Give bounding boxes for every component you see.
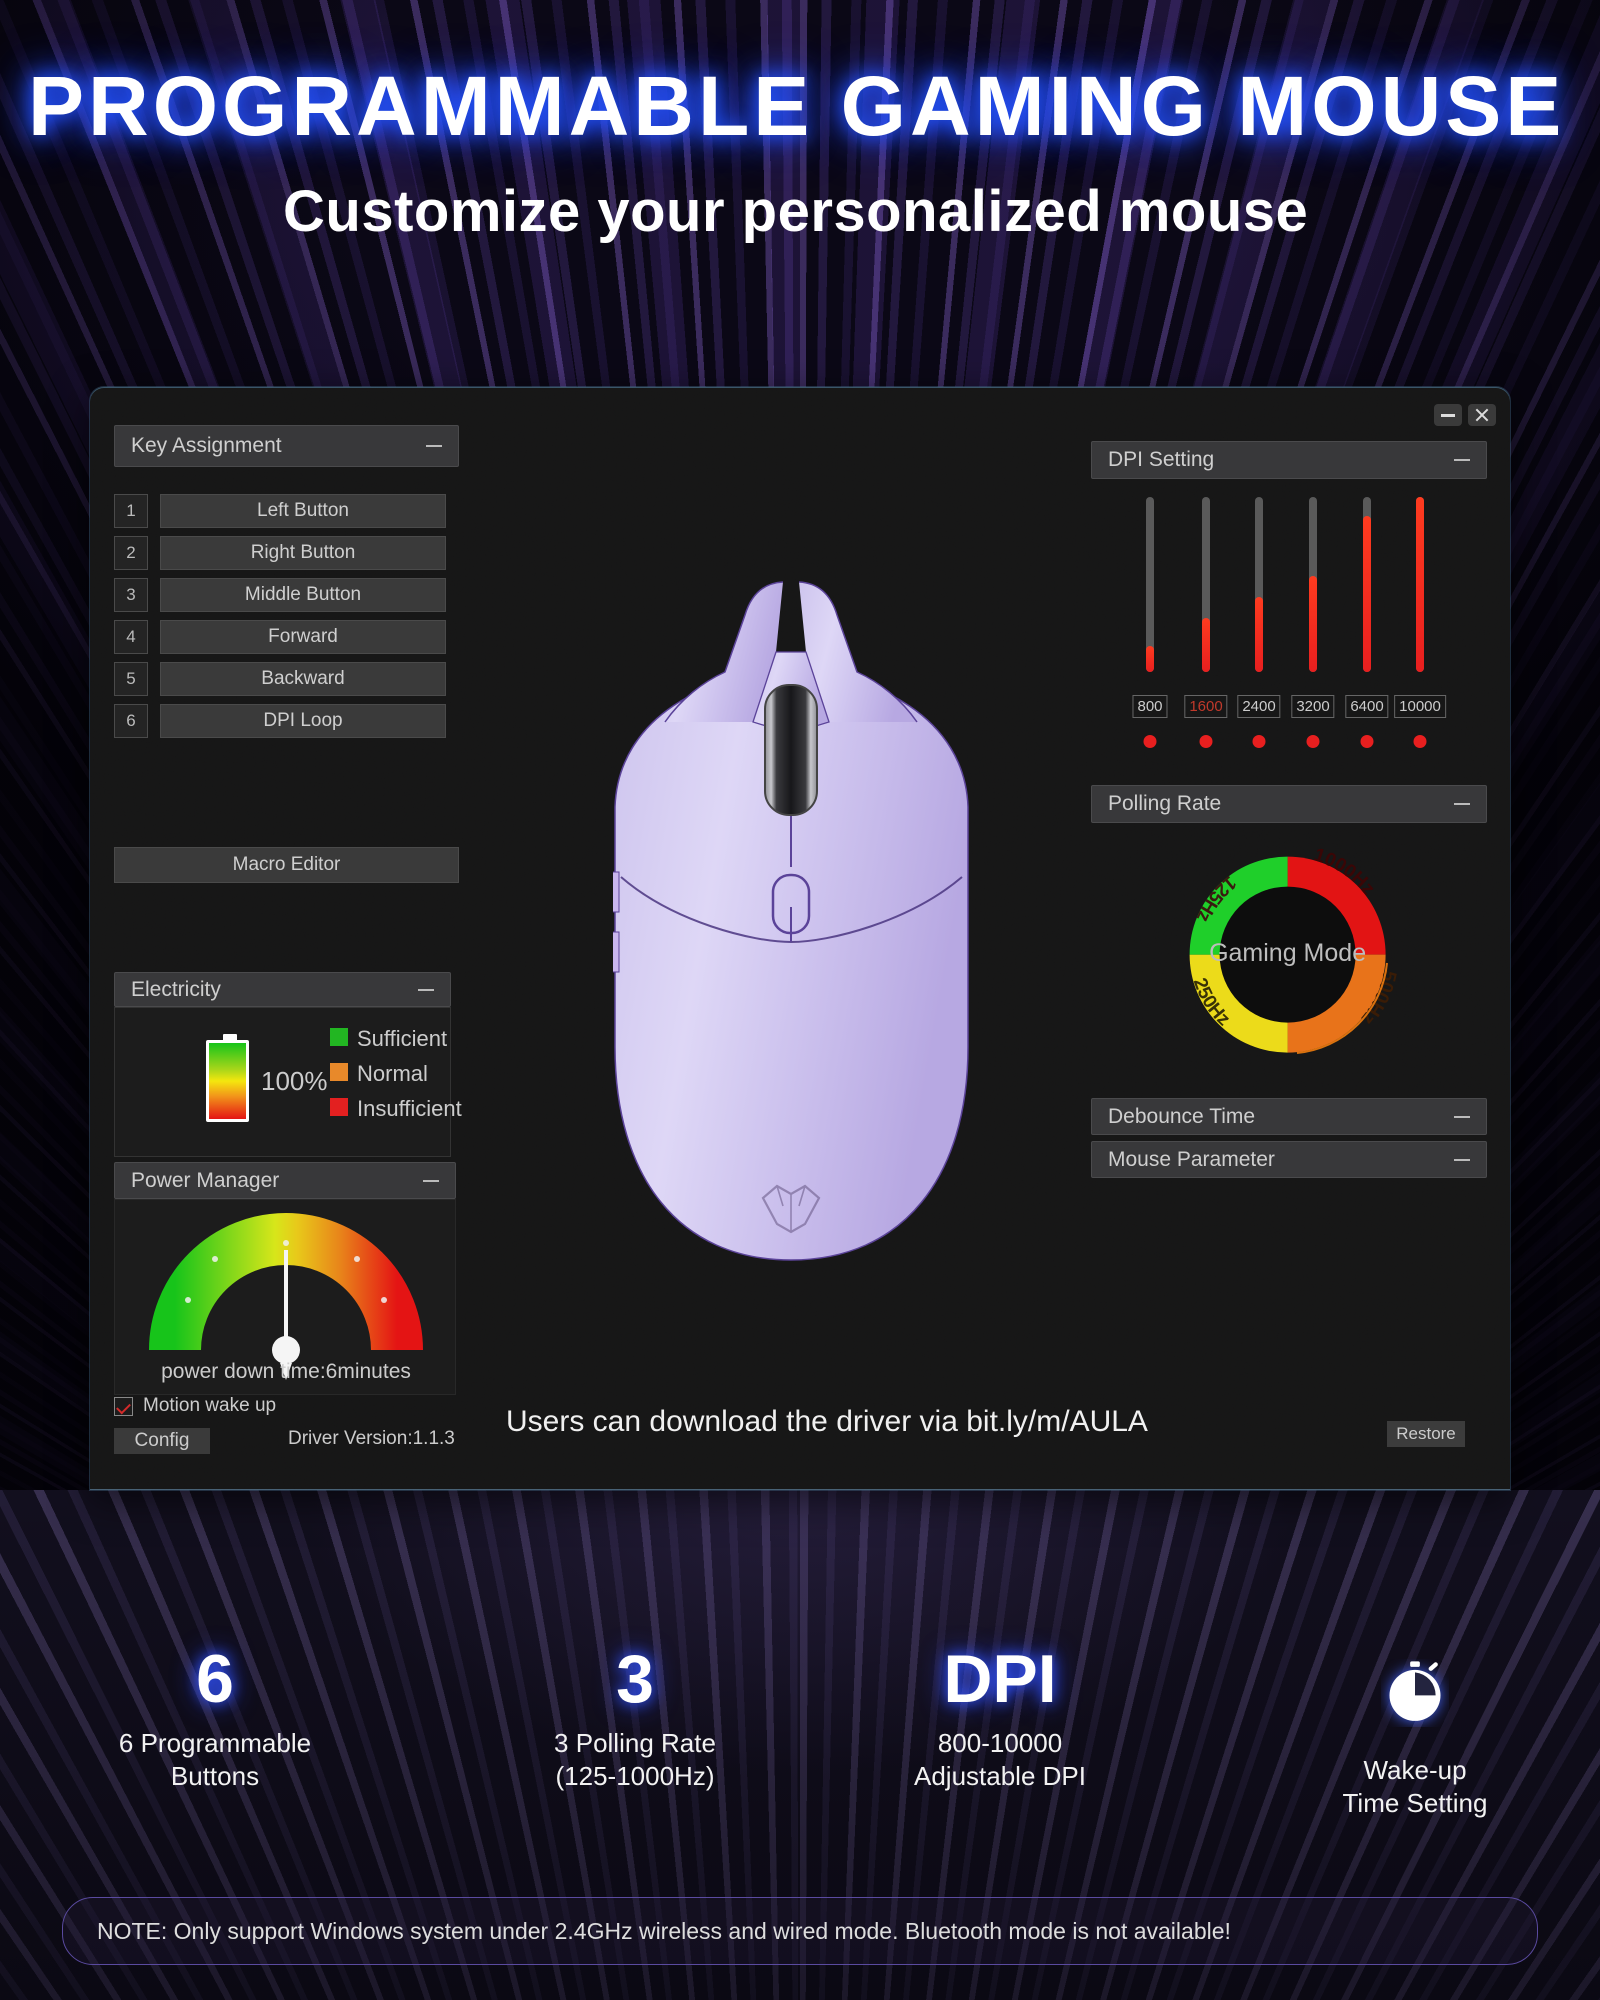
- svg-text:Gaming Mode: Gaming Mode: [1209, 939, 1366, 967]
